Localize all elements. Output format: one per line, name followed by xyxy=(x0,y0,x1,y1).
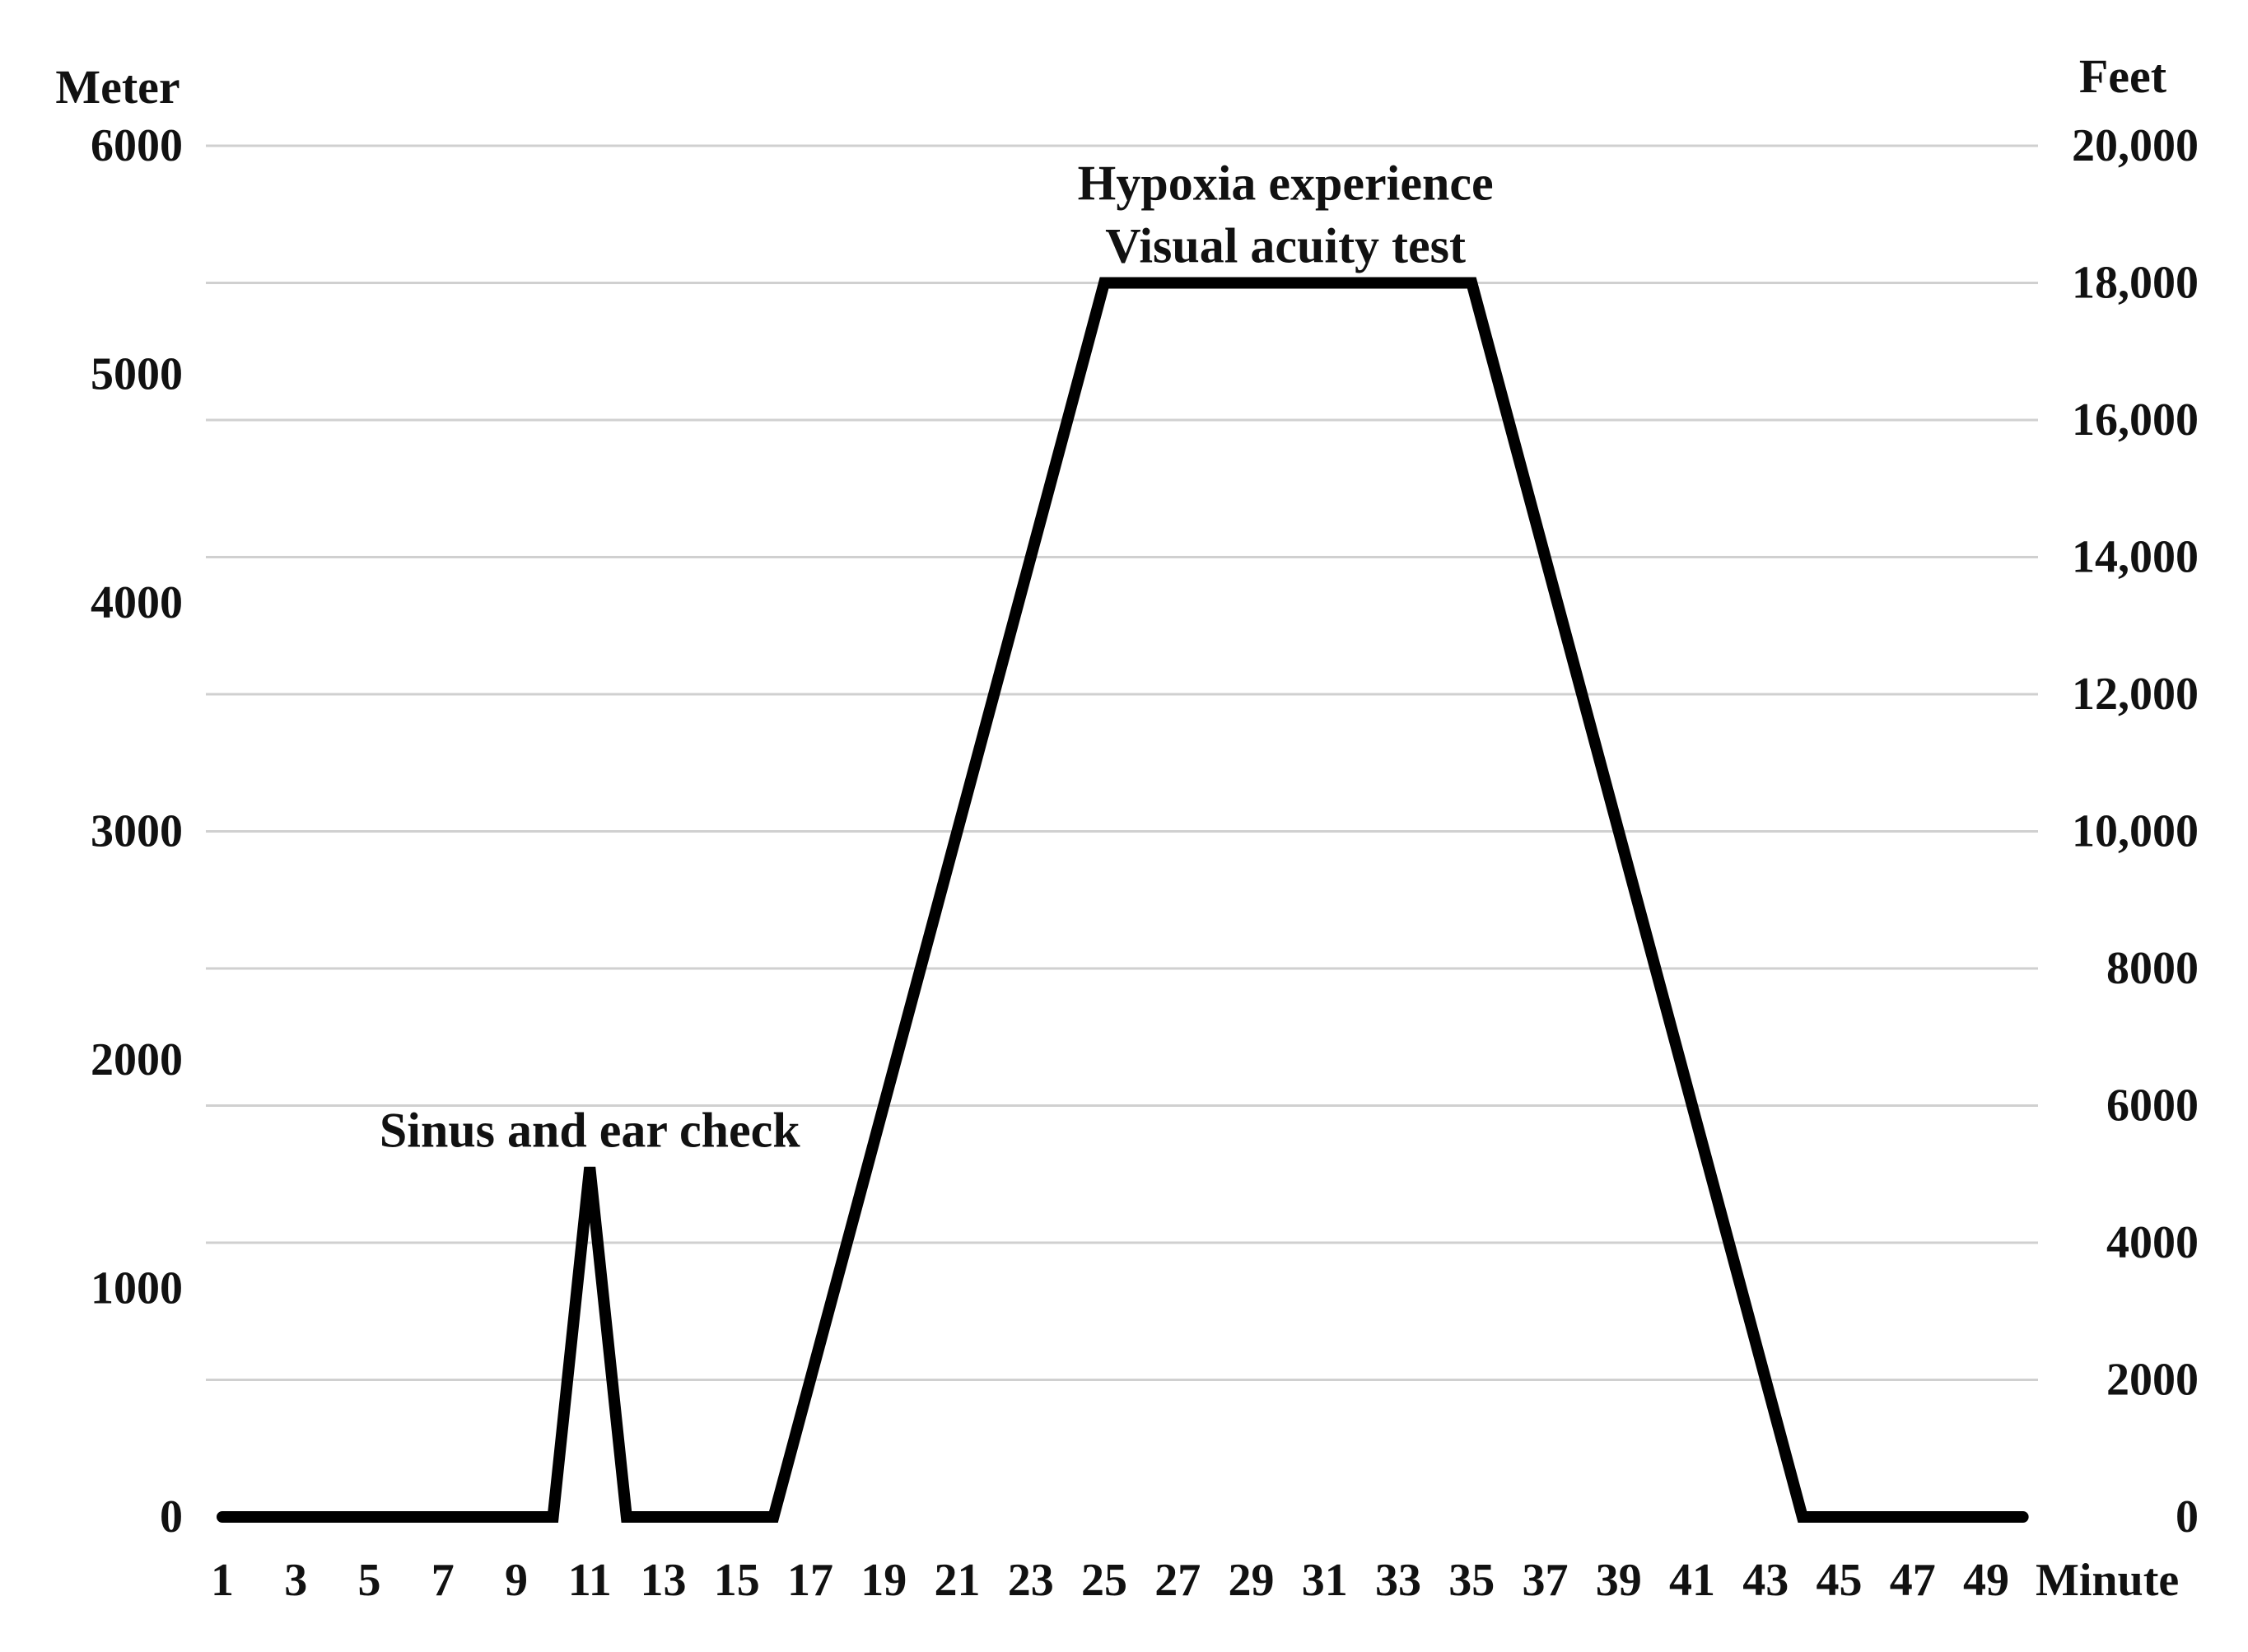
x-tick-label-21: 43 xyxy=(1742,1555,1789,1606)
x-axis-ticks: 1 3 5 7 9 11 13 15 17 19 21 23 25 27 29 31 33 35 37 39 41 43 4… xyxy=(211,1555,2009,1606)
annotation-0-line-1: Visual acuity test xyxy=(1105,219,1466,273)
x-tick-label-23: 47 xyxy=(1890,1555,1936,1606)
y-right-tick-label-3: 6000 xyxy=(2106,1080,2199,1132)
x-tick-label-12: 25 xyxy=(1081,1555,1127,1606)
altitude-point-0 xyxy=(222,1516,223,1518)
altitude-point-4 xyxy=(772,1516,774,1518)
y-right-tick-label-10: 20,000 xyxy=(2072,120,2199,171)
x-tick-label-1: 3 xyxy=(284,1555,307,1606)
x-tick-label-11: 23 xyxy=(1008,1555,1054,1606)
series-group xyxy=(217,277,2029,1523)
grid-lines xyxy=(206,144,2038,1381)
y-right-unit-label: Feet xyxy=(2079,49,2167,103)
x-tick-label-3: 7 xyxy=(431,1555,455,1606)
y-left-tick-label-4: 4000 xyxy=(91,577,183,628)
y-right-tick-label-6: 12,000 xyxy=(2072,669,2199,720)
x-tick-label-7: 15 xyxy=(714,1555,760,1606)
altitude-point-5 xyxy=(1103,282,1105,283)
x-tick-label-22: 45 xyxy=(1817,1555,1863,1606)
x-tick-label-0: 1 xyxy=(211,1555,234,1606)
y-right-tick-label-5: 10,000 xyxy=(2072,806,2199,857)
altitude-point-3 xyxy=(626,1516,627,1518)
altitude-point-6 xyxy=(1471,282,1472,283)
x-tick-label-24: 49 xyxy=(1963,1555,2009,1606)
x-tick-label-14: 29 xyxy=(1229,1555,1275,1606)
x-tick-label-20: 41 xyxy=(1669,1555,1715,1606)
x-tick-label-2: 5 xyxy=(358,1555,381,1606)
y-right-tick-label-2: 4000 xyxy=(2106,1217,2199,1268)
y-left-tick-label-5: 5000 xyxy=(91,349,183,400)
right-axis-ticks: 0 2000 4000 6000 8000 10,000 12,000 14,000 16,00… xyxy=(2072,120,2199,1542)
y-left-tick-label-3: 3000 xyxy=(91,806,183,857)
y-left-tick-label-2: 2000 xyxy=(91,1034,183,1085)
x-tick-label-10: 21 xyxy=(935,1555,981,1606)
y-left-tick-label-0: 0 xyxy=(160,1491,183,1542)
x-tick-label-4: 9 xyxy=(505,1555,528,1606)
annotation-1-line-0: Sinus and ear check xyxy=(380,1103,800,1157)
y-right-tick-label-8: 16,000 xyxy=(2072,394,2199,446)
x-tick-label-9: 19 xyxy=(860,1555,907,1606)
altitude-point-7 xyxy=(1802,1516,1803,1518)
x-tick-label-8: 17 xyxy=(787,1555,833,1606)
x-tick-label-5: 11 xyxy=(568,1555,612,1606)
annotation-0-line-0: Hypoxia experience xyxy=(1078,156,1494,211)
x-tick-label-13: 27 xyxy=(1154,1555,1201,1606)
y-right-tick-label-7: 14,000 xyxy=(2072,532,2199,583)
x-tick-label-6: 13 xyxy=(641,1555,687,1606)
y-right-tick-label-0: 0 xyxy=(2176,1491,2199,1542)
left-axis-ticks: 0 1000 2000 3000 4000 5000 6000 xyxy=(91,120,183,1542)
x-tick-label-18: 37 xyxy=(1523,1555,1569,1606)
altitude-line-0 xyxy=(217,277,2029,1523)
annotations: Hypoxia experience Visual acuity test Sinu… xyxy=(380,156,1494,1158)
y-left-unit-label: Meter xyxy=(55,60,180,114)
altitude-point-8 xyxy=(2022,1516,2024,1518)
y-right-tick-label-1: 2000 xyxy=(2106,1355,2199,1406)
x-tick-label-15: 31 xyxy=(1302,1555,1348,1606)
x-unit-label: Minute xyxy=(2036,1555,2179,1606)
y-left-tick-label-1: 1000 xyxy=(91,1263,183,1314)
y-right-tick-label-4: 8000 xyxy=(2106,943,2199,994)
y-right-tick-label-9: 18,000 xyxy=(2072,258,2199,309)
x-tick-label-17: 35 xyxy=(1448,1555,1495,1606)
x-tick-label-19: 39 xyxy=(1596,1555,1642,1606)
x-tick-label-16: 33 xyxy=(1375,1555,1421,1606)
y-left-tick-label-6: 6000 xyxy=(91,120,183,171)
